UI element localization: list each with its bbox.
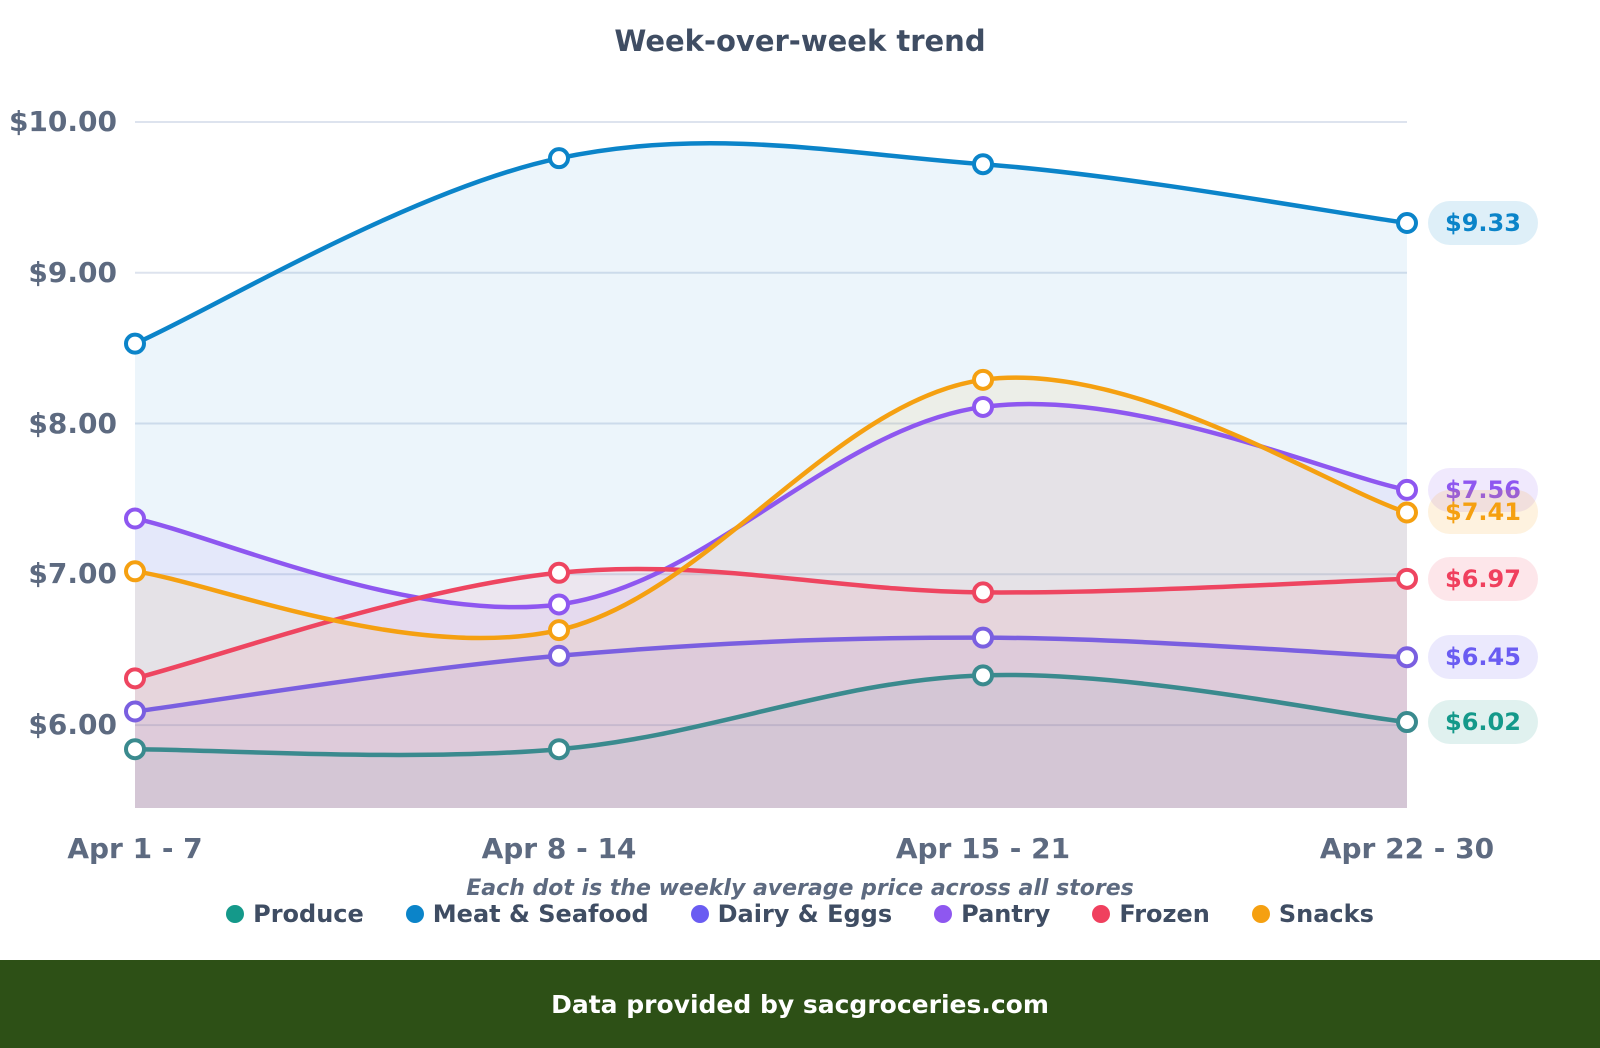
x-tick-label: Apr 8 - 14 xyxy=(481,832,637,865)
chart-note: Each dot is the weekly average price acr… xyxy=(466,876,1134,901)
y-tick-label: $8.00 xyxy=(28,406,117,440)
legend-item-meat-seafood[interactable]: Meat & Seafood xyxy=(405,900,649,928)
line-meat-seafood xyxy=(132,141,1410,346)
grid-lines xyxy=(135,121,1407,727)
point-dairy-eggs[interactable] xyxy=(548,644,570,667)
end-label-snacks: $7.41 xyxy=(1428,490,1538,535)
area-pantry xyxy=(135,404,1407,808)
footer-banner: Data provided by sacgroceries.com xyxy=(0,960,1600,1048)
point-dairy-eggs[interactable] xyxy=(1396,646,1418,669)
point-frozen[interactable] xyxy=(124,667,146,690)
footer-text: Data provided by sacgroceries.com xyxy=(551,989,1049,1019)
end-label-meat-seafood: $9.33 xyxy=(1428,201,1538,245)
legend-item-produce[interactable]: Produce xyxy=(226,900,364,928)
x-tick-label: Apr 1 - 7 xyxy=(67,832,203,865)
legend-label: Pantry xyxy=(961,900,1051,928)
line-snacks xyxy=(132,375,1410,641)
point-snacks[interactable] xyxy=(972,368,994,391)
x-tick-label: Apr 22 - 30 xyxy=(1319,832,1495,865)
legend-dot xyxy=(1092,905,1111,923)
legend-item-snacks[interactable]: Snacks xyxy=(1251,900,1374,928)
area-frozen xyxy=(135,568,1407,808)
legend-dot xyxy=(690,905,709,923)
legend-dot xyxy=(226,905,245,923)
y-tick-label: $6.00 xyxy=(28,708,117,742)
point-pantry[interactable] xyxy=(972,395,994,418)
area-produce xyxy=(135,674,1407,808)
line-produce xyxy=(132,672,1410,758)
legend: Produce Meat & Seafood Dairy & Eggs Pantry F… xyxy=(0,900,1600,928)
series-points[interactable] xyxy=(124,147,1418,761)
series-areas xyxy=(135,143,1407,808)
area-snacks xyxy=(135,377,1407,808)
line-dairy-eggs xyxy=(132,635,1410,714)
point-produce[interactable] xyxy=(548,738,570,761)
point-pantry[interactable] xyxy=(124,507,146,530)
point-meat-seafood[interactable] xyxy=(972,153,994,176)
end-label-produce: $6.02 xyxy=(1428,700,1538,745)
y-tick-label: $10.00 xyxy=(8,105,117,138)
legend-item-dairy-eggs[interactable]: Dairy & Eggs xyxy=(690,900,893,928)
point-pantry[interactable] xyxy=(1396,478,1418,501)
point-meat-seafood[interactable] xyxy=(124,332,146,355)
point-produce[interactable] xyxy=(1396,711,1418,734)
legend-item-frozen[interactable]: Frozen xyxy=(1092,900,1210,928)
chart-plot xyxy=(124,121,1418,808)
legend-label: Meat & Seafood xyxy=(432,900,649,928)
legend-dot xyxy=(934,905,953,923)
point-pantry[interactable] xyxy=(548,593,570,616)
point-frozen[interactable] xyxy=(972,581,994,604)
line-frozen xyxy=(132,566,1410,681)
legend-label: Dairy & Eggs xyxy=(717,900,893,928)
point-snacks[interactable] xyxy=(548,619,570,642)
point-meat-seafood[interactable] xyxy=(1396,212,1418,235)
chart-title: Week-over-week trend xyxy=(614,24,986,58)
end-label-pantry: $7.56 xyxy=(1428,467,1538,512)
line-pantry xyxy=(132,401,1410,610)
legend-dot xyxy=(1251,905,1270,923)
end-label-frozen: $6.97 xyxy=(1428,556,1538,601)
legend-item-pantry[interactable]: Pantry xyxy=(934,900,1050,928)
end-label-dairy-eggs: $6.45 xyxy=(1428,635,1538,680)
point-produce[interactable] xyxy=(124,738,146,761)
x-tick-label: Apr 15 - 21 xyxy=(895,832,1071,865)
point-produce[interactable] xyxy=(972,664,994,687)
series-lines xyxy=(132,141,1410,758)
point-meat-seafood[interactable] xyxy=(548,147,570,170)
point-frozen[interactable] xyxy=(548,561,570,584)
point-frozen[interactable] xyxy=(1396,567,1418,590)
point-snacks[interactable] xyxy=(124,560,146,583)
point-snacks[interactable] xyxy=(1396,501,1418,524)
point-dairy-eggs[interactable] xyxy=(972,626,994,649)
legend-label: Frozen xyxy=(1119,900,1210,928)
legend-label: Produce xyxy=(253,900,364,928)
y-tick-label: $7.00 xyxy=(28,557,117,591)
point-dairy-eggs[interactable] xyxy=(124,700,146,723)
legend-dot xyxy=(405,905,424,923)
legend-label: Snacks xyxy=(1278,900,1374,928)
y-tick-label: $9.00 xyxy=(28,255,117,289)
